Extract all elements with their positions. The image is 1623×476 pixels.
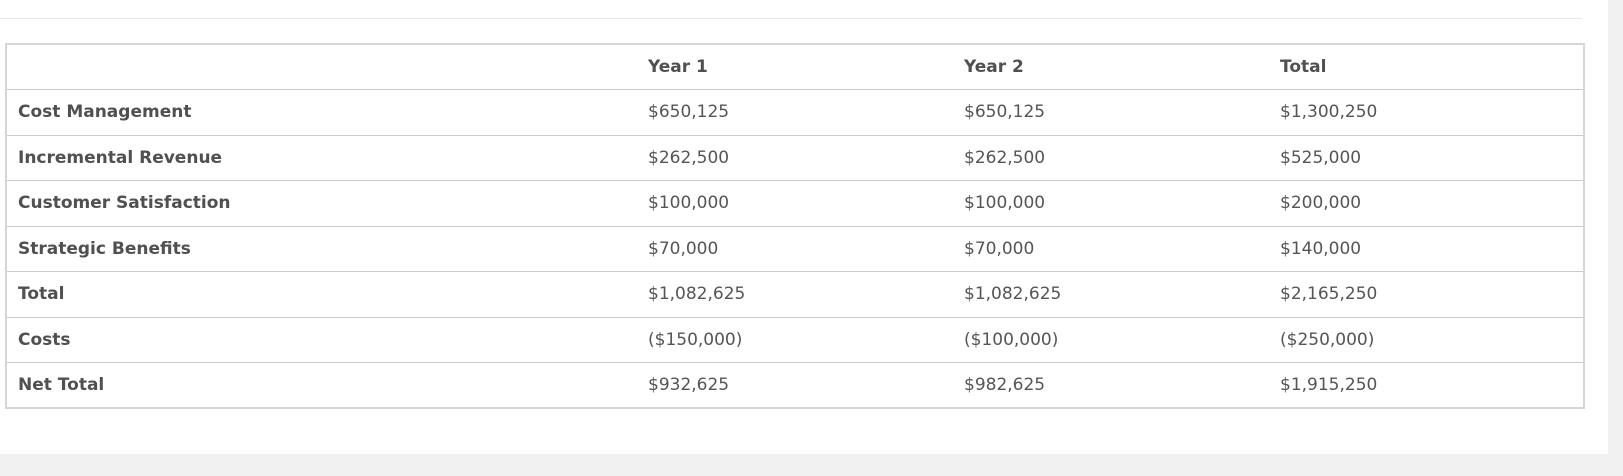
row-label: Customer Satisfaction <box>6 180 633 227</box>
table-row: Cost Management $650,125 $650,125 $1,300… <box>6 89 1584 136</box>
table-row: Customer Satisfaction $100,000 $100,000 … <box>6 180 1584 227</box>
cell-year-1: $932,625 <box>648 375 730 395</box>
table-header-row: Year 1 Year 2 Total <box>6 44 1584 90</box>
header-cell-total: Total <box>1265 44 1584 90</box>
cell-year-1: $100,000 <box>633 180 949 227</box>
row-label: Strategic Benefits <box>6 226 633 272</box>
cell-total: $1,300,250 <box>1265 89 1584 136</box>
divider <box>0 18 1582 19</box>
cell-year-2: ($100,000) <box>949 317 1265 363</box>
row-label: Total <box>6 271 633 318</box>
cell-year-1: $262,500 <box>633 135 949 181</box>
cell-total: $1,915,250 <box>1280 375 1378 395</box>
cell-total: $2,165,250 <box>1265 271 1584 318</box>
table-row: Incremental Revenue $262,500 $262,500 $5… <box>6 135 1584 181</box>
table-row: Costs ($150,000) ($100,000) ($250,000) <box>6 317 1584 363</box>
benefits-table: Year 1 Year 2 Total Cost Management $650… <box>5 43 1585 409</box>
content-card: Year 1 Year 2 Total Cost Management $650… <box>0 0 1608 454</box>
table-row: Net Total $932,625 $982,625 $1,915,250 <box>6 363 1584 409</box>
row-label: Costs <box>6 317 633 363</box>
cell-year-2: $100,000 <box>949 180 1265 227</box>
cell-year-1: ($150,000) <box>633 317 949 363</box>
row-label: Incremental Revenue <box>6 135 633 181</box>
row-label: Cost Management <box>6 89 633 136</box>
cell-year-2: $650,125 <box>949 89 1265 136</box>
header-cell-year-2: Year 2 <box>949 44 1265 90</box>
cell-year-1: $70,000 <box>633 226 949 272</box>
row-label: Net Total <box>18 375 105 395</box>
table-row: Total $1,082,625 $1,082,625 $2,165,250 <box>6 271 1584 318</box>
header-cell-blank <box>6 44 633 90</box>
header-cell-year-1: Year 1 <box>633 44 949 90</box>
cell-year-2: $1,082,625 <box>949 271 1265 318</box>
cell-year-1: $650,125 <box>633 89 949 136</box>
table-row: Strategic Benefits $70,000 $70,000 $140,… <box>6 226 1584 272</box>
cell-total: $200,000 <box>1265 180 1584 227</box>
cell-year-2: $262,500 <box>949 135 1265 181</box>
cell-year-1: $1,082,625 <box>633 271 949 318</box>
cell-total: $525,000 <box>1265 135 1584 181</box>
cell-year-2: $982,625 <box>964 375 1046 395</box>
cell-year-2: $70,000 <box>949 226 1265 272</box>
cell-total: $140,000 <box>1265 226 1584 272</box>
cell-total: ($250,000) <box>1265 317 1584 363</box>
